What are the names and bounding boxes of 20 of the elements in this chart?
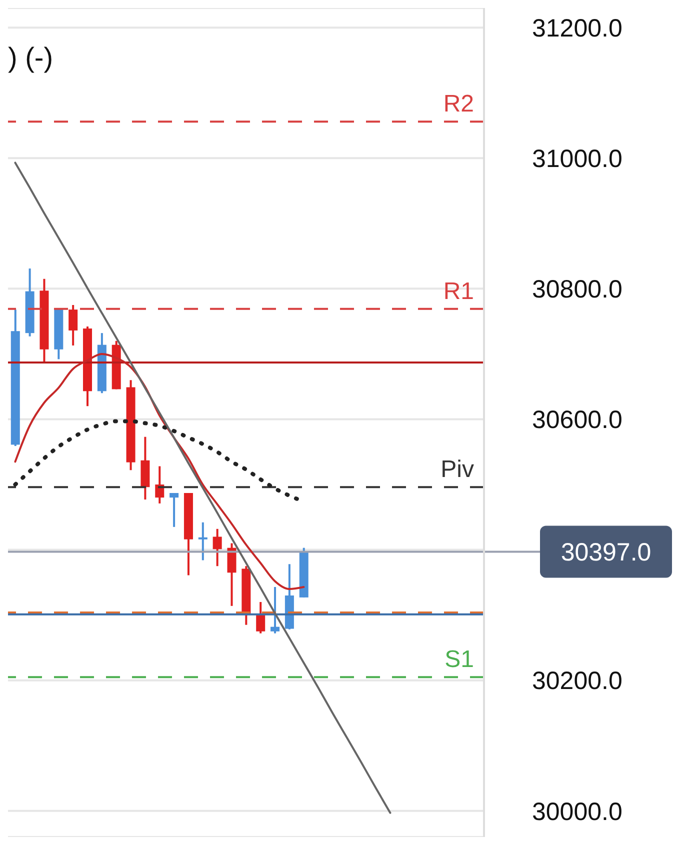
y-tick-label: 31200.0: [532, 14, 622, 42]
ref-line-label: R2: [443, 90, 474, 118]
line-series: [14, 162, 392, 814]
ref-line-label: 30397.0: [560, 538, 652, 567]
candlestick: [170, 492, 179, 528]
ref-line-label: S1: [444, 646, 474, 674]
y-tick-label: 30800.0: [532, 276, 622, 304]
y-tick-label: 31000.0: [532, 145, 622, 174]
candlestick: [212, 528, 222, 568]
candlestick: [270, 586, 280, 634]
candlestick: [68, 304, 78, 346]
y-tick-label: 30200.0: [532, 667, 622, 696]
line-series: [14, 352, 305, 590]
candlestick: [198, 521, 208, 562]
candlestick: [256, 601, 266, 634]
text: ) (-): [8, 42, 54, 74]
ref-line-label: Piv: [440, 456, 474, 484]
y-tick-label: 30600.0: [532, 406, 622, 434]
y-tick-label: 30000.0: [532, 798, 622, 826]
ref-line-label: R1: [443, 278, 474, 305]
